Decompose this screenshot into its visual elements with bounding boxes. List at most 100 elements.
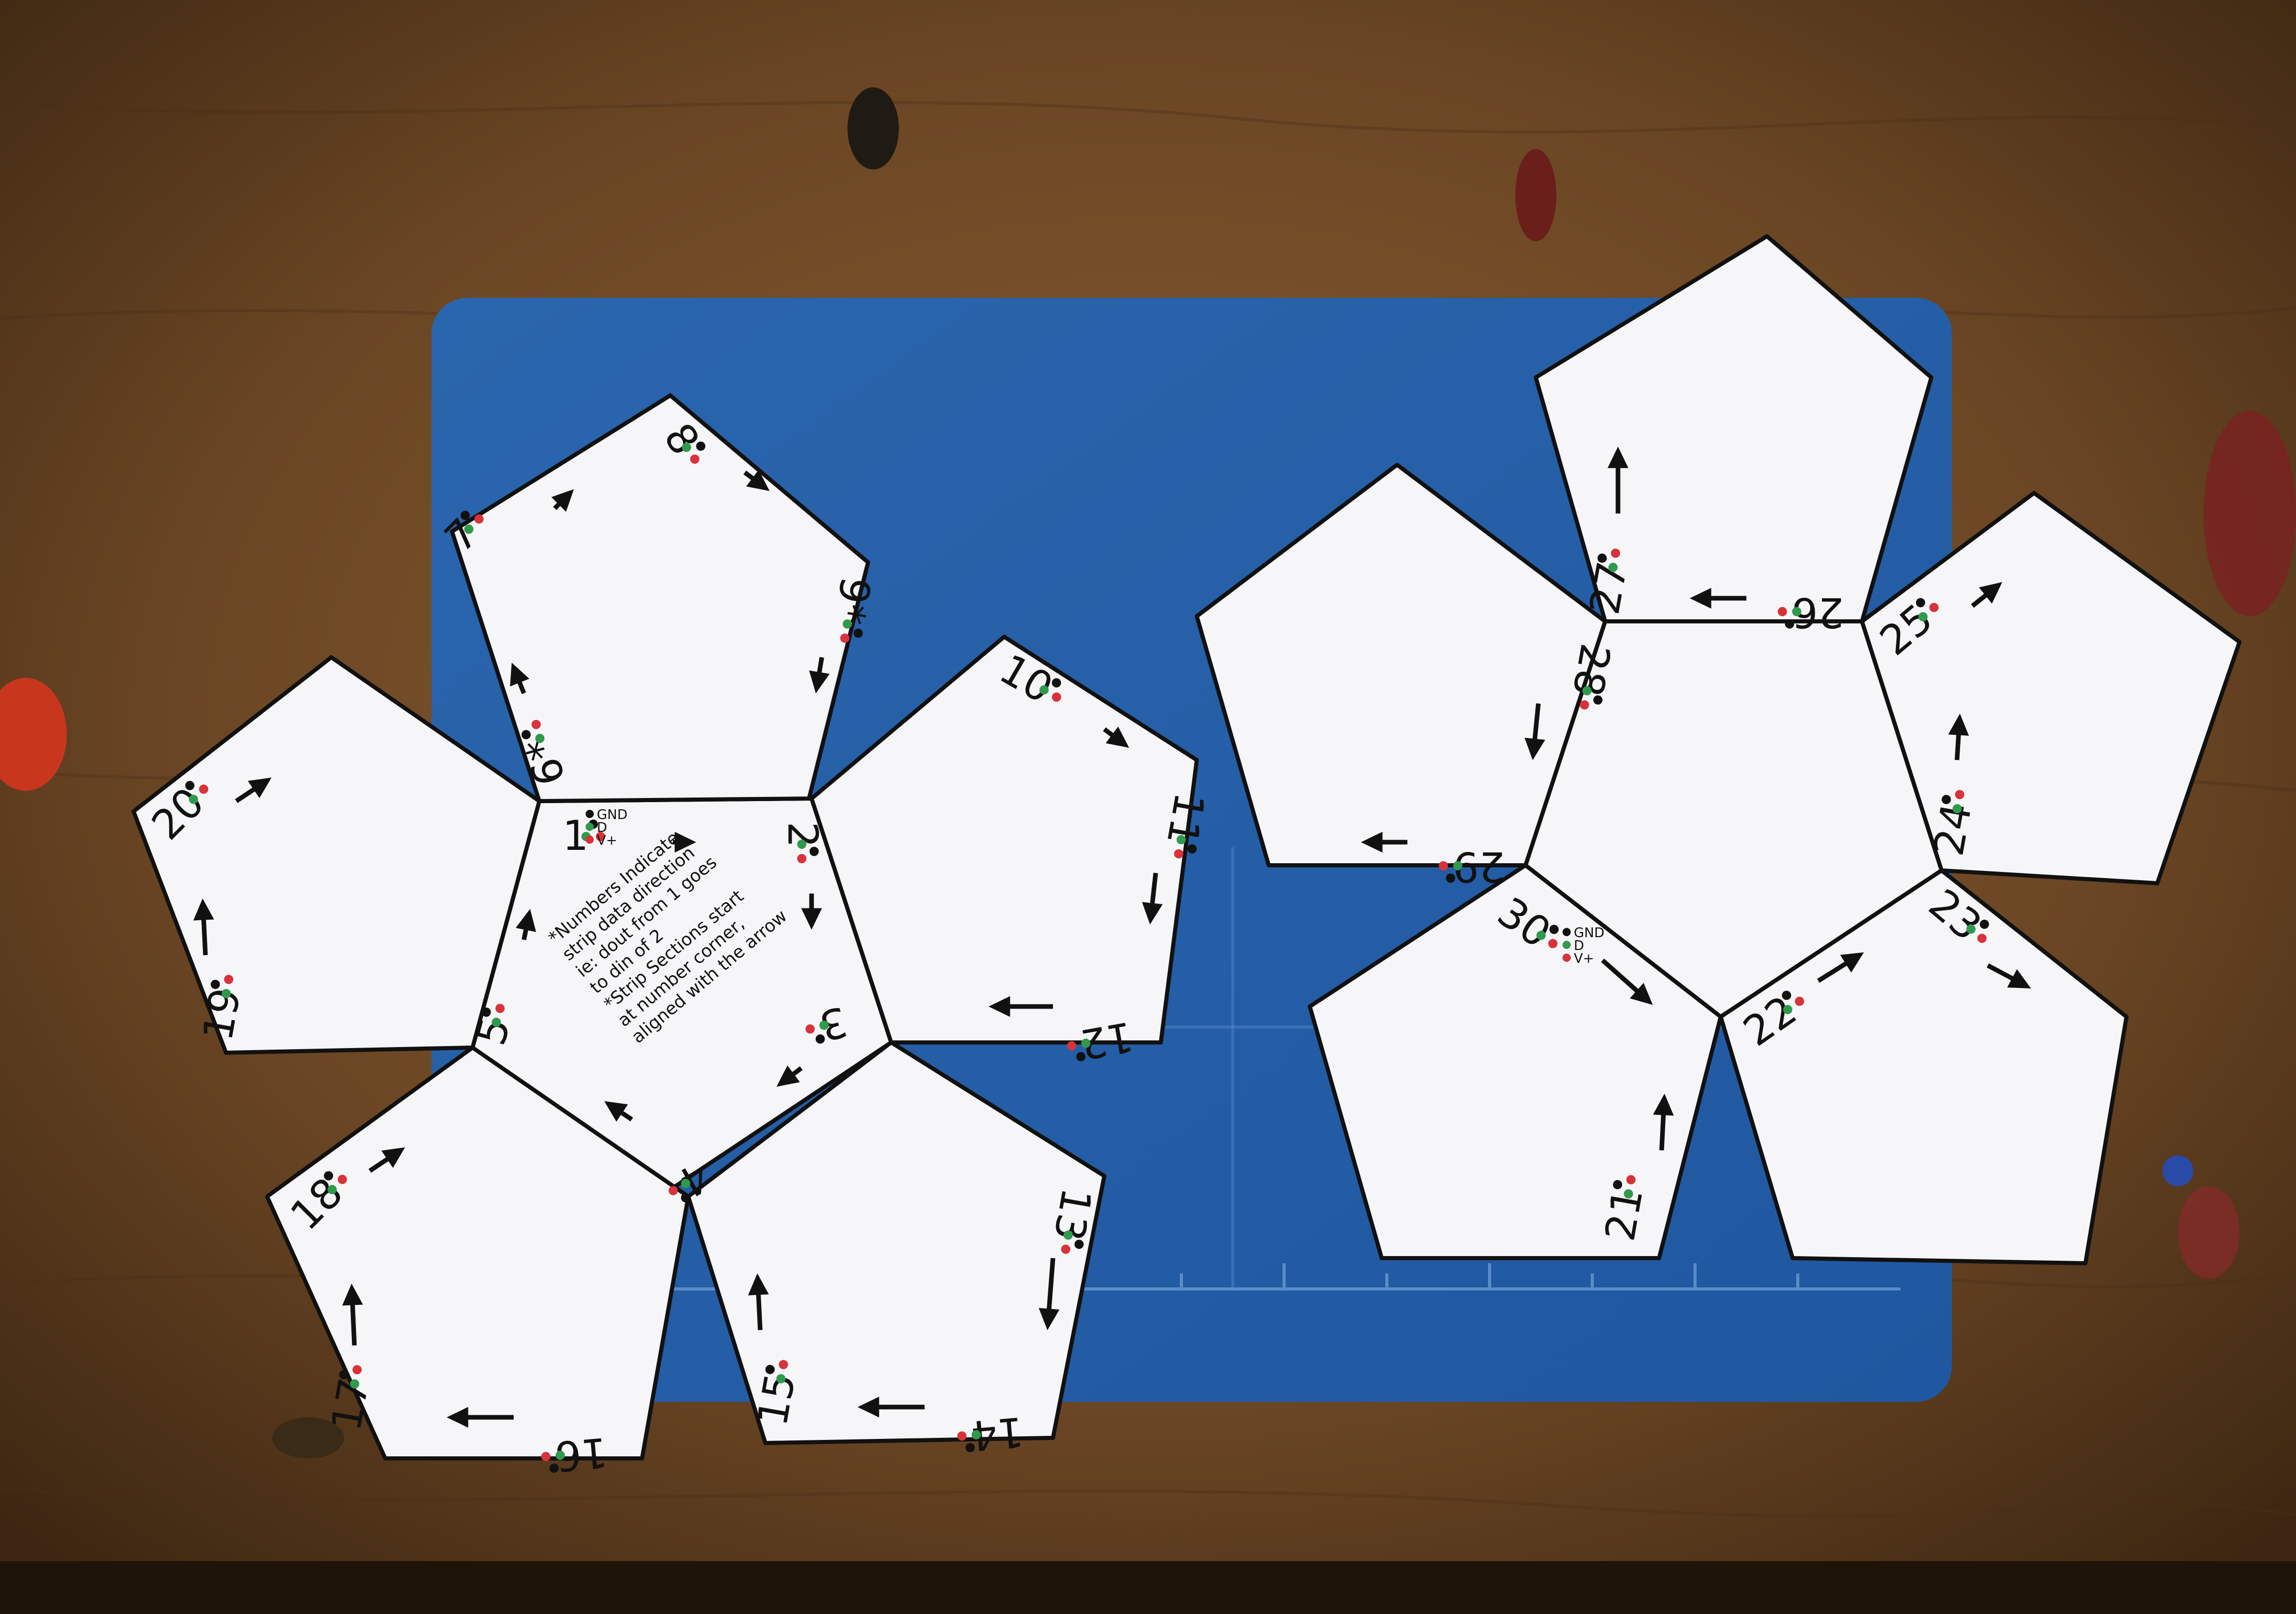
arrow-head-7 xyxy=(551,489,574,512)
pin-dot xyxy=(1785,619,1794,629)
pentagon-label-12: 12 xyxy=(1067,1012,1137,1069)
direction-arrow-19 xyxy=(201,914,208,956)
pin-dot xyxy=(596,832,605,841)
pin-dot xyxy=(1942,794,1951,804)
pin-dot xyxy=(957,1431,967,1441)
pin-dot xyxy=(464,524,474,534)
pin-dot xyxy=(1597,553,1607,563)
pin-dot xyxy=(1624,1189,1633,1199)
pin-dot xyxy=(1980,919,1989,929)
pin-dot xyxy=(1613,1180,1623,1189)
pin-dot xyxy=(495,1003,505,1013)
arrows xyxy=(193,446,2031,1428)
pin-dot xyxy=(1446,874,1455,883)
pentagon-label-29: 29 xyxy=(1439,843,1505,890)
pin-dot xyxy=(327,1185,337,1194)
pin-dot xyxy=(1063,1230,1073,1240)
pin-dot xyxy=(221,989,231,998)
pin-dot xyxy=(339,1370,349,1379)
pin-dot xyxy=(815,1034,825,1044)
pin-dot xyxy=(1626,1175,1636,1185)
pin-dot xyxy=(549,1464,559,1473)
pin-dot xyxy=(696,441,706,451)
pin-dot xyxy=(1918,612,1928,621)
pin-dot xyxy=(1778,607,1787,616)
pin-dot xyxy=(819,1020,829,1030)
pentagon-bottom-left-r xyxy=(1308,863,1723,1260)
table-edge-shadow xyxy=(0,1561,2296,1614)
pin-dot xyxy=(199,784,209,794)
arrow-head-24 xyxy=(1948,713,1969,736)
arrow-head-1 xyxy=(674,831,697,853)
legend-gnd: GND xyxy=(597,807,628,823)
pin-dot xyxy=(1439,861,1448,870)
pin-dot xyxy=(1783,1004,1793,1014)
pin-dot xyxy=(1916,598,1926,607)
pin-dot xyxy=(337,1174,347,1184)
pentagon-upper-right xyxy=(810,635,1199,1045)
pin-dot xyxy=(1548,939,1558,948)
pentagon-label-9: 9* xyxy=(825,574,880,643)
pin-dot xyxy=(211,979,220,989)
pin-dot xyxy=(1074,1240,1084,1249)
arrow-head-5 xyxy=(515,908,536,932)
pin-dot xyxy=(965,1443,975,1453)
pentagon-label-21: 21 xyxy=(1596,1175,1652,1244)
pin-dot xyxy=(1782,991,1792,1000)
pin-dot xyxy=(805,1024,815,1034)
arrow-head-2 xyxy=(801,908,822,930)
pin-dot xyxy=(324,1171,333,1181)
direction-arrow-17 xyxy=(350,1299,357,1346)
arrow-head-23 xyxy=(2007,969,2031,989)
number-labels: 1 23456*789*10111213141516171819202122232… xyxy=(143,415,1991,1480)
pentagon-label-27: 27 xyxy=(1580,548,1636,618)
pin-dot xyxy=(1608,562,1618,572)
pin-dot xyxy=(541,1452,551,1461)
pin-dot xyxy=(1076,1052,1086,1061)
pin-legend-30: GND D V+ xyxy=(1563,925,1605,966)
pin-dot xyxy=(842,619,852,629)
pentagon-label-2: 2 xyxy=(779,822,826,863)
direction-arrow-21 xyxy=(1659,1109,1666,1151)
pin-dot xyxy=(797,854,806,863)
pin-dot xyxy=(1039,685,1049,695)
arrow-head-27 xyxy=(1607,446,1629,468)
direction-arrow-15 xyxy=(756,1288,763,1331)
arrow-head-20 xyxy=(248,777,272,799)
arrow-head-11 xyxy=(1142,902,1163,925)
paint-stains xyxy=(0,87,2296,1458)
arrow-head-6 xyxy=(510,662,530,687)
pin-dot xyxy=(1929,602,1939,612)
pin-dot xyxy=(224,975,234,984)
arrow-head-13 xyxy=(1039,1308,1060,1331)
label-number-9: 9* xyxy=(825,574,880,628)
arrow-head-9 xyxy=(809,670,830,694)
pin-dot xyxy=(535,733,545,743)
pin-dot xyxy=(797,840,806,849)
pin-dot xyxy=(185,781,195,790)
legend-d-30: D xyxy=(1574,938,1584,954)
pentagon-label-28: 28 xyxy=(1564,640,1620,710)
legend-vplus-30: V+ xyxy=(1574,951,1594,966)
pentagon-bottom-right-r xyxy=(1719,868,2129,1265)
pin-dot xyxy=(1051,678,1061,688)
pin-dot xyxy=(1536,931,1546,940)
pin-dot xyxy=(690,454,700,464)
direction-arrow-22 xyxy=(1817,958,1852,983)
pentagon-label-17: 17 xyxy=(322,1365,378,1434)
pentagon-lower-right xyxy=(686,1040,1106,1445)
arrow-head-14 xyxy=(857,1396,879,1418)
pin-dot xyxy=(971,1430,981,1439)
arrow-head-15 xyxy=(748,1273,769,1296)
pin-dot xyxy=(350,1379,360,1389)
pin-dot xyxy=(460,510,470,520)
pin-dot xyxy=(1955,790,1965,800)
arrow-head-17 xyxy=(342,1283,363,1306)
arrow-head-3 xyxy=(776,1065,800,1087)
legend-vplus: V+ xyxy=(597,833,617,848)
pin-dot xyxy=(1952,804,1962,813)
arrow-head-21 xyxy=(1653,1093,1674,1116)
pin-dot xyxy=(810,847,819,856)
pin-dot xyxy=(853,629,863,638)
